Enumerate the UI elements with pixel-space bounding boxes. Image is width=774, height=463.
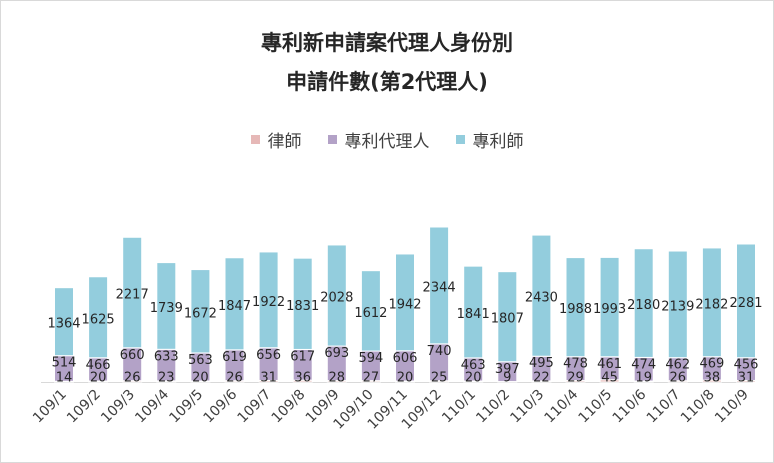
data-label-lawyer: 20 (192, 371, 209, 386)
data-label-patent-agent: 461 (597, 357, 622, 372)
data-label-lawyer: 26 (670, 371, 687, 386)
data-label-lawyer: 29 (567, 371, 584, 386)
x-tick-label: 109/7 (235, 387, 275, 427)
data-label-patent-agent: 619 (222, 350, 247, 365)
data-label-lawyer: 14 (56, 371, 73, 386)
data-label-patent-attorney: 2180 (627, 298, 660, 313)
x-tick-label: 110/7 (644, 387, 684, 427)
data-label-lawyer: 27 (363, 371, 380, 386)
data-label-patent-attorney: 2430 (525, 291, 558, 306)
data-label-patent-attorney: 2182 (695, 297, 728, 312)
x-tick-label: 110/4 (541, 386, 581, 426)
data-label-patent-agent: 462 (665, 358, 690, 373)
data-label-patent-agent: 456 (734, 358, 759, 373)
data-label-patent-attorney: 1922 (252, 295, 285, 310)
data-label-lawyer: 31 (260, 371, 277, 386)
x-tick-label: 110/8 (678, 387, 718, 427)
data-label-patent-agent: 397 (495, 362, 520, 377)
data-label-patent-attorney: 1988 (559, 302, 592, 317)
data-label-patent-attorney: 1993 (593, 302, 626, 317)
data-label-patent-agent: 693 (324, 346, 349, 361)
data-label-patent-agent: 463 (461, 358, 486, 373)
data-label-patent-attorney: 2139 (661, 299, 694, 314)
data-label-lawyer: 20 (397, 371, 414, 386)
data-label-patent-agent: 660 (120, 348, 145, 363)
data-label-patent-agent: 594 (358, 351, 383, 366)
data-label-lawyer: 36 (294, 371, 311, 386)
data-label-patent-agent: 478 (563, 357, 588, 372)
x-tick-label: 109/5 (166, 387, 206, 427)
data-label-patent-agent: 474 (631, 357, 656, 372)
x-tick-label: 109/2 (64, 387, 104, 427)
data-label-patent-agent: 633 (154, 349, 179, 364)
data-label-patent-agent: 495 (529, 356, 554, 371)
data-label-patent-attorney: 1625 (82, 312, 115, 327)
data-label-patent-attorney: 1739 (150, 301, 183, 316)
data-label-patent-agent: 466 (86, 358, 111, 373)
data-label-patent-agent: 606 (393, 351, 418, 366)
data-label-patent-agent: 514 (52, 356, 77, 371)
bar-chart: 14514 1364 109/1 20 466 1625 109/2 26 660 2217 109… (1, 1, 773, 462)
data-label-lawyer: 31 (738, 371, 755, 386)
data-label-patent-attorney: 1364 (47, 317, 80, 332)
x-tick-label: 109/6 (200, 386, 240, 426)
data-label-patent-attorney: 1841 (457, 307, 490, 322)
data-label-patent-attorney: 2281 (729, 296, 762, 311)
x-tick-label: 109/3 (98, 387, 138, 427)
data-label-patent-agent: 656 (256, 348, 281, 363)
data-label-lawyer: 25 (431, 371, 448, 386)
x-tick-label: 110/3 (507, 387, 547, 427)
x-tick-label: 110/2 (473, 387, 513, 427)
data-label-patent-attorney: 1807 (491, 312, 524, 327)
data-label-patent-agent: 740 (427, 344, 452, 359)
data-label-patent-attorney: 1672 (184, 306, 217, 321)
data-label-patent-attorney: 1612 (354, 306, 387, 321)
x-tick-label: 109/4 (132, 386, 172, 426)
data-label-patent-agent: 563 (188, 353, 213, 368)
data-label-patent-attorney: 2344 (423, 280, 456, 295)
chart-frame: 專利新申請案代理人身份別 申請件數(第2代理人) 律師 專利代理人 專利師 14… (0, 0, 774, 463)
x-tick-label: 110/5 (576, 387, 616, 427)
data-label-patent-attorney: 1942 (388, 297, 421, 312)
data-label-lawyer: 22 (533, 371, 550, 386)
data-label-lawyer: 45 (601, 371, 618, 386)
x-tick-label: 110/1 (439, 387, 479, 427)
data-label-patent-agent: 617 (290, 349, 315, 364)
data-label-lawyer: 19 (635, 371, 652, 386)
data-label-lawyer: 26 (226, 371, 243, 386)
x-tick-label: 110/9 (712, 387, 752, 427)
data-label-lawyer: 38 (704, 371, 721, 386)
x-tick-label: 109/8 (269, 387, 309, 427)
x-tick-label: 109/1 (30, 387, 70, 427)
data-label-lawyer: 28 (329, 371, 346, 386)
data-label-lawyer: 23 (158, 371, 175, 386)
data-label-patent-attorney: 2028 (320, 291, 353, 306)
data-label-patent-attorney: 1831 (286, 299, 319, 314)
data-label-patent-attorney: 1847 (218, 299, 251, 314)
data-label-patent-attorney: 2217 (116, 288, 149, 303)
data-label-lawyer: 26 (124, 371, 141, 386)
data-label-patent-agent: 469 (699, 357, 724, 372)
x-tick-label: 110/6 (610, 386, 650, 426)
